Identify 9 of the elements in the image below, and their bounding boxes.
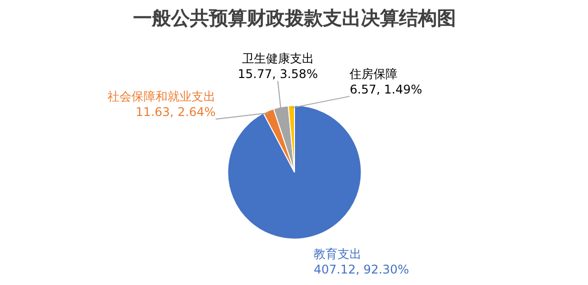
chart-title: 一般公共预算财政拨款支出决算结构图	[133, 8, 456, 30]
data-label: 15.77, 3.58%	[238, 66, 318, 81]
data-label: 11.63, 2.64%	[136, 105, 216, 120]
slice-label: 教育支出	[314, 247, 362, 262]
data-label: 407.12, 92.30%	[314, 262, 410, 277]
slice-label: 住房保障	[348, 66, 398, 81]
slice-label: 卫生健康支出	[242, 52, 314, 66]
slice-label: 社会保障和就业支出	[108, 90, 216, 104]
data-label: 6.57, 1.49%	[350, 82, 422, 96]
